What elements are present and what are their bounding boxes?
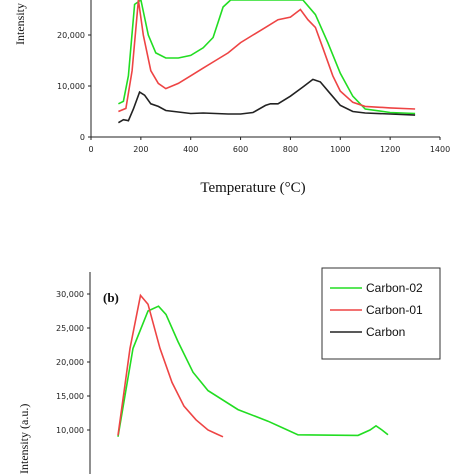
- panel-a-y-ticks: 0 10,000 20,000: [57, 31, 91, 142]
- panel-b-y-tick-label: 15,000: [56, 392, 84, 401]
- panel-b-series-carbon-01: [117, 293, 224, 438]
- legend-label-carbon: Carbon: [366, 325, 405, 339]
- panel-a-x-tick-label: 200: [133, 145, 148, 154]
- panel-a-y-tick-label: 10,000: [57, 82, 85, 91]
- panel-b-y-tick-label: 10,000: [56, 426, 84, 435]
- panel-b-y-tick-label: 30,000: [56, 290, 84, 299]
- panel-a-x-tick-label: 400: [183, 145, 198, 154]
- panel-b-series: [117, 293, 389, 438]
- panel-b-y-axis-label: Intensity (a.u.): [17, 404, 31, 474]
- panel-a-x-ticks: 0 200 400 600 800 1000 1200 1400: [88, 137, 450, 154]
- panel-b-y-tick-label: 25,000: [56, 324, 84, 333]
- panel-a-series-carbon-01: [118, 0, 416, 113]
- legend: Carbon-02 Carbon-01 Carbon: [321, 267, 441, 360]
- panel-a-x-tick-label: 1000: [330, 145, 350, 154]
- legend-label-carbon-02: Carbon-02: [366, 281, 423, 295]
- legend-box: [321, 267, 441, 360]
- panel-a-x-axis-label: Temperature (°C): [200, 180, 305, 196]
- panel-a-y-tick-label: 0: [80, 133, 85, 142]
- panel-a-y-tick-label: 20,000: [57, 31, 85, 40]
- panel-a-x-tick-label: 0: [88, 145, 93, 154]
- panel-b-y-ticks: 10,000 15,000 20,000 25,000 30,000: [56, 290, 90, 435]
- panel-b-series-carbon-02: [117, 305, 389, 437]
- panel-a-x-tick-label: 800: [283, 145, 298, 154]
- legend-label-carbon-01: Carbon-01: [366, 303, 423, 317]
- panel-a-x-tick-label: 1200: [380, 145, 400, 154]
- panel-a-y-axis-label: Intensity: [13, 3, 27, 45]
- panel-b-y-tick-label: 20,000: [56, 358, 84, 367]
- panel-a-x-tick-label: 600: [233, 145, 248, 154]
- panel-b: 10,000 15,000 20,000 25,000 30,000 (b) Inten…: [17, 267, 441, 474]
- panel-a-x-tick-label: 1400: [430, 145, 450, 154]
- panel-a-series-carbon: [117, 78, 416, 124]
- panel-a-series-carbon-02: [118, 0, 416, 115]
- panel-b-label: (b): [103, 290, 119, 305]
- panel-a-series: [117, 0, 416, 124]
- panel-a: 0 200 400 600 800 1000 1200 1400 010,00020,000 …: [13, 0, 450, 196]
